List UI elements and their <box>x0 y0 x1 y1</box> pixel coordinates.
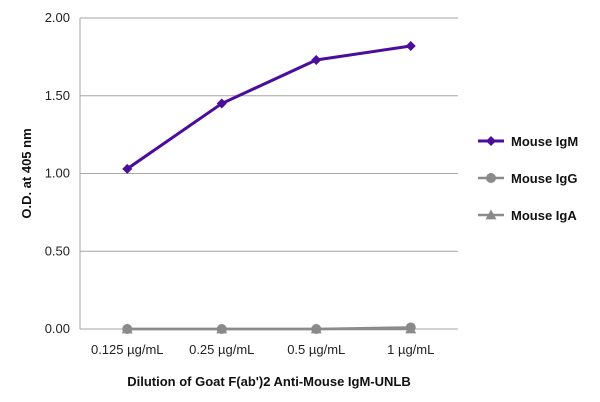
x-tick-label: 0.5 µg/mL <box>287 342 345 357</box>
y-tick-label: 2.00 <box>45 10 70 25</box>
data-point <box>405 322 416 333</box>
legend-marker <box>486 136 496 146</box>
y-tick-label: 0.00 <box>45 321 70 336</box>
y-tick-label: 0.50 <box>45 243 70 258</box>
legend-marker <box>485 209 497 220</box>
x-tick-labels: 0.125 µg/mL 0.25 µg/mL 0.5 µg/mL 1 µg/mL <box>91 342 434 357</box>
legend-label: Mouse IgA <box>511 208 577 223</box>
y-tick-label: 1.00 <box>45 166 70 181</box>
gridlines <box>80 17 458 330</box>
series-line <box>127 326 411 331</box>
data-point <box>311 324 322 334</box>
data-point <box>311 54 322 65</box>
data-point <box>122 163 133 174</box>
legend-marker <box>486 173 496 183</box>
x-tick-label: 1 µg/mL <box>387 342 434 357</box>
series-line <box>126 44 411 171</box>
series-mouse-igg <box>122 322 416 334</box>
y-tick-label: 1.50 <box>45 88 70 103</box>
x-tick-label: 0.125 µg/mL <box>91 342 164 357</box>
series-mouse-igm <box>122 40 416 174</box>
legend-label: Mouse IgG <box>511 171 577 186</box>
legend: Mouse IgM Mouse IgG Mouse IgA <box>478 134 578 223</box>
y-axis-title: O.D. at 405 nm <box>19 128 34 218</box>
legend-item: Mouse IgM <box>478 134 578 149</box>
data-point <box>216 98 227 109</box>
x-axis-title: Dilution of Goat F(ab')2 Anti-Mouse IgM-… <box>127 374 411 389</box>
legend-label: Mouse IgM <box>511 134 578 149</box>
data-point <box>122 324 133 334</box>
series-layer <box>121 40 417 334</box>
data-point <box>216 324 227 334</box>
legend-item: Mouse IgG <box>478 171 577 186</box>
data-point <box>405 40 416 51</box>
y-tick-labels: 0.00 0.50 1.00 1.50 2.00 <box>45 10 70 336</box>
legend-item: Mouse IgA <box>478 208 577 223</box>
x-tick-label: 0.25 µg/mL <box>189 342 254 357</box>
